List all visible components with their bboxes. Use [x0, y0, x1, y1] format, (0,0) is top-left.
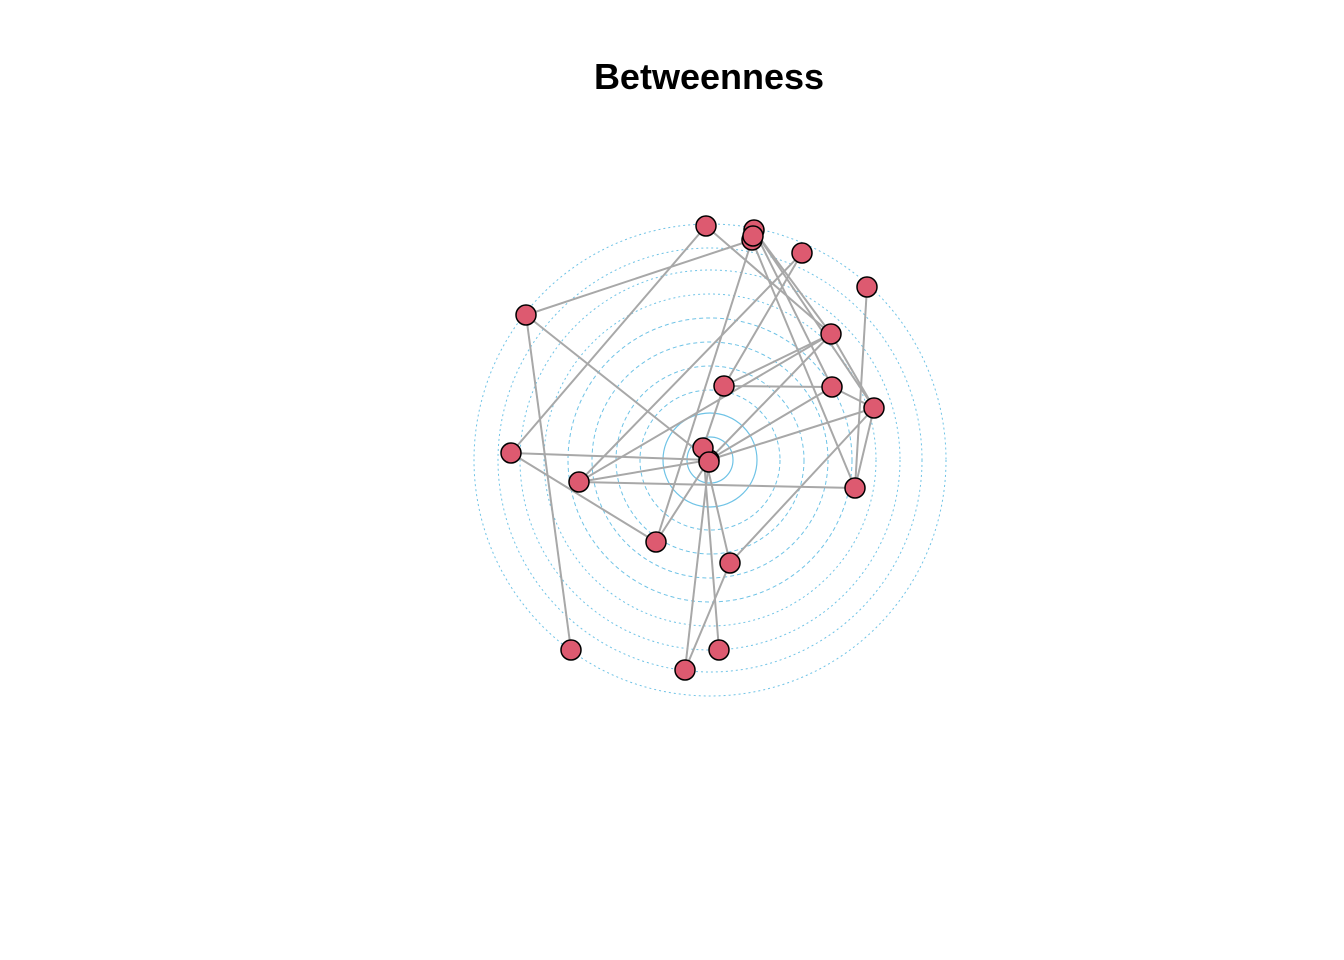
node-21[interactable] [698, 451, 720, 473]
edge-11-15 [854, 407, 875, 489]
edge-1-13 [510, 452, 710, 461]
edges-layer [510, 225, 875, 671]
edge-5-12 [525, 239, 753, 316]
ring-9 [497, 247, 923, 673]
edge-2-9 [702, 385, 725, 449]
edge-1-14 [578, 459, 710, 483]
edge-17-20 [684, 562, 731, 671]
node-9[interactable] [713, 375, 735, 397]
edge-11-17 [729, 407, 875, 564]
edge-1-8 [708, 333, 832, 461]
node-15[interactable] [844, 477, 866, 499]
ring-6 [567, 317, 853, 603]
node-11[interactable] [863, 397, 885, 419]
edge-4-11 [753, 229, 875, 409]
node-13[interactable] [500, 442, 522, 464]
edge-1-10 [708, 386, 833, 461]
node-20[interactable] [674, 659, 696, 681]
edge-12-1 [525, 314, 710, 461]
node-10[interactable] [821, 376, 843, 398]
edge-14-6 [578, 252, 803, 483]
node-19[interactable] [708, 639, 730, 661]
chart-title: Betweenness [593, 56, 825, 97]
node-18[interactable] [560, 639, 582, 661]
node-7[interactable] [856, 276, 878, 298]
edge-4-8 [753, 229, 832, 335]
ring-7 [543, 293, 877, 627]
edge-5-16 [655, 239, 753, 543]
node-3[interactable] [695, 215, 717, 237]
edge-1-16 [655, 459, 710, 543]
edge-3-13 [510, 225, 707, 454]
edge-8-14 [578, 333, 832, 483]
node-17[interactable] [719, 552, 741, 574]
edge-13-16 [510, 452, 657, 543]
edge-9-10 [723, 385, 833, 388]
node-12[interactable] [515, 304, 537, 326]
edge-12-18 [525, 314, 572, 651]
node-6[interactable] [791, 242, 813, 264]
node-14[interactable] [568, 471, 590, 493]
node-16[interactable] [645, 531, 667, 553]
edge-1-20 [684, 459, 710, 671]
nodes-layer [500, 215, 885, 681]
node-8[interactable] [820, 323, 842, 345]
edge-2-19 [702, 447, 720, 651]
ring-5 [591, 341, 829, 579]
ring-8 [519, 269, 901, 651]
node-22[interactable] [742, 225, 764, 247]
edge-8-11 [830, 333, 875, 409]
edge-14-15 [578, 481, 856, 489]
edge-4-10 [753, 229, 833, 388]
edge-1-11 [708, 407, 875, 461]
ring-3 [639, 389, 781, 531]
ring-2 [662, 412, 758, 508]
edge-6-9 [723, 252, 803, 387]
edge-8-9 [723, 333, 832, 387]
